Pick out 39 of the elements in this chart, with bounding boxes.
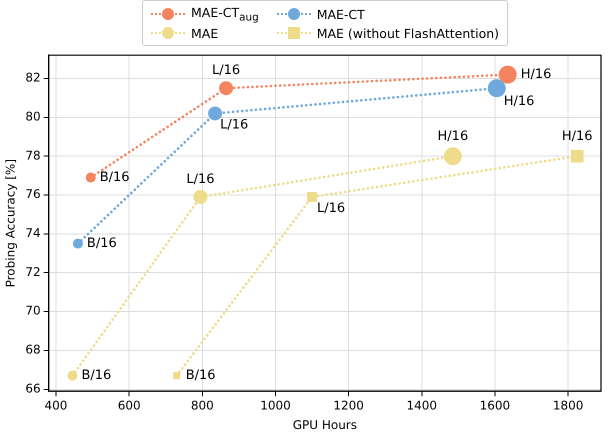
annotation: L/16 [220,117,248,132]
annotation: H/16 [520,66,552,82]
annotation: L/16 [212,63,240,78]
y-tick-label: 70 [25,304,41,318]
y-tick-label: 68 [25,342,41,357]
y-tick-label: 72 [25,264,41,279]
annotation: B/16 [100,170,130,185]
annotation: L/16 [317,200,346,216]
annotation: H/16 [504,94,534,110]
x-tick-label: 400 [44,398,68,413]
x-tick-label: 1200 [333,398,364,413]
legend-label: MAE [191,26,218,40]
y-tick-label: 74 [25,226,41,240]
point [193,190,208,204]
x-tick-label: 600 [118,398,141,413]
point [307,192,317,202]
annotation: H/16 [438,129,468,144]
annotation: B/16 [86,236,117,251]
x-axis-title: GPU Hours [292,418,357,432]
legend-label: MAE (without FlashAttention) [316,26,500,40]
x-tick-label: 800 [190,398,214,413]
legend-label: MAE-CT [316,6,365,22]
x-tick-label: 1800 [552,398,584,413]
legend-label: MAE-CT$_{aug}$ [191,5,259,24]
y-tick-label: 82 [25,70,41,85]
annotation: H/16 [562,129,593,144]
annotation: B/16 [81,368,112,384]
y-tick-label: 76 [25,187,41,202]
annotation: L/16 [186,172,215,187]
y-tick-label: 78 [25,148,41,162]
annotation: B/16 [186,368,216,384]
x-tick-label: 1600 [480,398,510,413]
y-tick-label: 80 [25,109,41,124]
x-tick-label: 1400 [406,398,438,413]
point [219,81,234,96]
x-tick-label: 1000 [260,398,291,413]
y-tick-label: 66 [25,381,41,396]
y-axis-title: Probing Accuracy [%] [3,159,18,288]
point [208,106,222,120]
